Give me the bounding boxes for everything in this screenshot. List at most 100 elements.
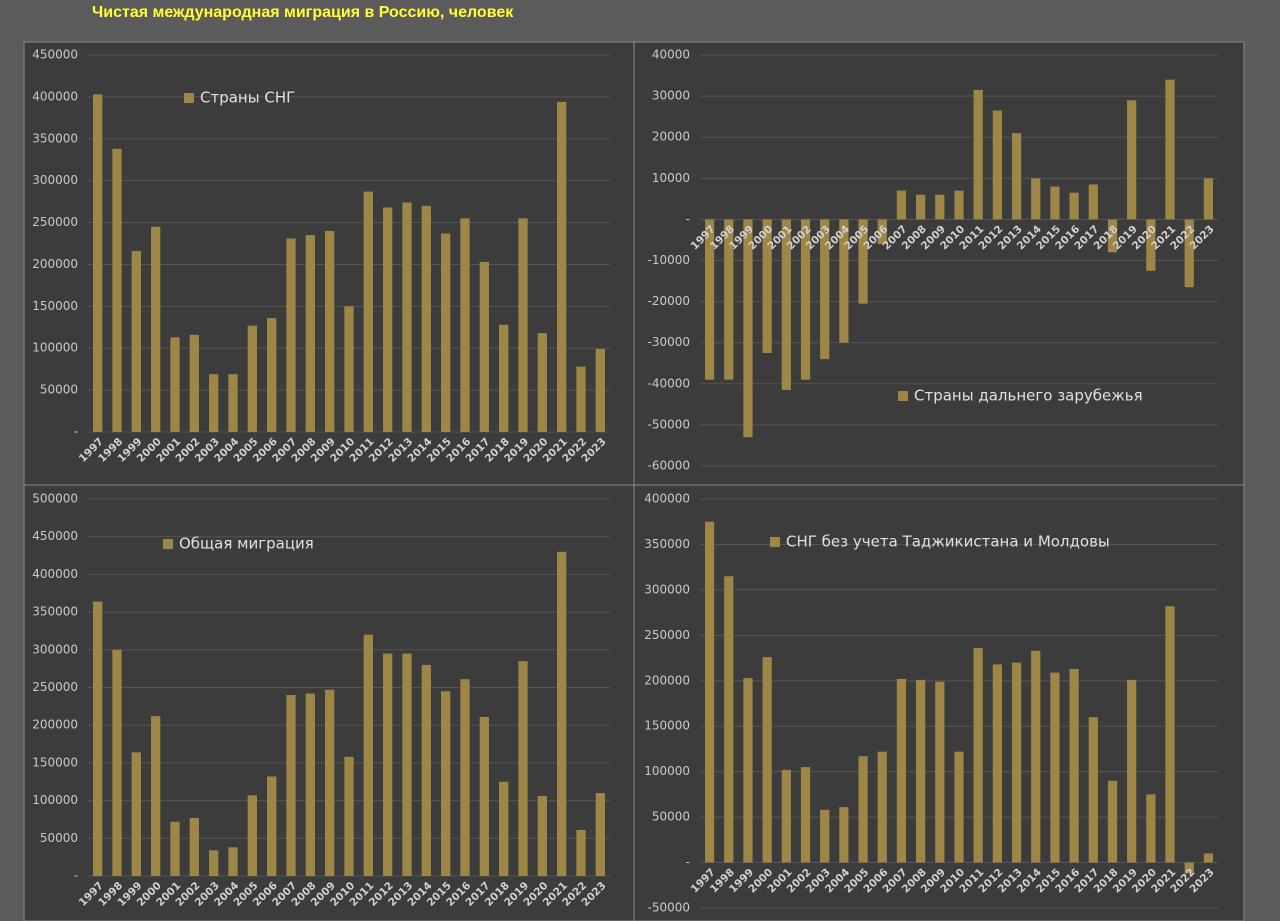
bar	[518, 661, 528, 876]
y-tick-label: 250000	[32, 680, 78, 694]
bar	[460, 218, 470, 432]
bar	[992, 664, 1002, 863]
bar	[1146, 794, 1156, 863]
bar	[247, 795, 257, 876]
y-tick-label: -60000	[647, 459, 690, 473]
bar	[1088, 717, 1098, 863]
bar	[820, 219, 830, 360]
bar	[839, 807, 849, 863]
bar	[800, 219, 811, 380]
y-tick-label: 30000	[652, 89, 690, 103]
bar	[916, 679, 926, 863]
y-tick-label: 250000	[32, 215, 78, 229]
legend-swatch	[770, 537, 780, 547]
bar	[992, 110, 1002, 220]
bar	[1127, 679, 1137, 863]
bar	[1050, 186, 1060, 220]
bar	[170, 337, 180, 432]
bar	[1203, 178, 1214, 220]
y-tick-label: 100000	[644, 764, 690, 778]
bar	[1127, 100, 1137, 220]
bar	[1107, 219, 1118, 253]
bar	[877, 751, 887, 863]
bar	[518, 218, 528, 432]
bar	[363, 634, 373, 876]
y-tick-label: 40000	[652, 48, 690, 62]
bar	[131, 752, 141, 876]
y-tick-label: 250000	[644, 628, 690, 642]
bar	[557, 551, 567, 876]
bar	[267, 776, 277, 876]
bar	[820, 809, 830, 863]
legend-swatch	[184, 93, 194, 103]
bar	[325, 689, 335, 876]
bar	[363, 191, 373, 432]
bar	[877, 219, 887, 245]
y-tick-label: -30000	[647, 335, 690, 349]
bar	[557, 101, 567, 432]
y-tick-label: 450000	[32, 529, 78, 543]
bar	[93, 601, 103, 876]
bar	[954, 751, 964, 863]
bar	[935, 194, 945, 220]
page-title: Чистая международная миграция в Россию, …	[92, 4, 514, 21]
y-tick-label: 150000	[32, 299, 78, 313]
y-tick-label: -	[74, 425, 78, 439]
bar	[402, 653, 412, 876]
bar	[973, 89, 983, 220]
bar	[537, 333, 547, 432]
y-tick-label: 50000	[40, 383, 78, 397]
bar	[305, 693, 315, 876]
bar	[151, 226, 161, 432]
y-tick-label: 400000	[32, 89, 78, 103]
bar	[704, 521, 715, 863]
bar	[325, 230, 335, 432]
y-tick-label: 100000	[32, 793, 78, 807]
bar	[724, 576, 734, 863]
bar	[781, 219, 791, 390]
bar	[344, 756, 354, 876]
y-tick-label: 200000	[644, 673, 690, 687]
y-tick-label: 200000	[32, 257, 78, 271]
bar	[1088, 184, 1098, 220]
bar	[499, 781, 509, 876]
y-tick-label: -	[686, 855, 690, 869]
y-tick-label: 100000	[32, 341, 78, 355]
bar	[916, 194, 926, 220]
y-tick-label: 50000	[40, 831, 78, 845]
bar	[1069, 192, 1079, 220]
legend-swatch	[898, 391, 908, 401]
y-tick-label: 50000	[652, 810, 690, 824]
bar	[151, 716, 161, 876]
legend-label: Страны дальнего зарубежья	[914, 387, 1143, 405]
bar	[421, 205, 431, 432]
bar	[305, 235, 315, 432]
legend-label: Общая миграция	[179, 535, 314, 553]
y-tick-label: 300000	[32, 642, 78, 656]
bar	[1107, 780, 1118, 863]
y-tick-label: 150000	[644, 719, 690, 733]
panel	[633, 41, 1245, 486]
bar	[896, 678, 907, 863]
bar	[383, 653, 393, 876]
bar	[421, 664, 431, 876]
bar	[954, 190, 964, 220]
bar	[112, 649, 122, 876]
bar	[93, 94, 103, 433]
y-tick-label: 350000	[32, 131, 78, 145]
y-tick-label: -20000	[647, 294, 690, 308]
bar	[576, 366, 586, 432]
bar	[1050, 672, 1060, 863]
bar	[858, 219, 868, 304]
bar	[762, 657, 772, 863]
y-tick-label: 150000	[32, 755, 78, 769]
bar	[228, 374, 238, 432]
bar	[724, 219, 734, 380]
y-tick-label: -	[686, 212, 690, 226]
bar	[743, 678, 753, 863]
bar	[189, 334, 199, 432]
bar	[1146, 219, 1156, 271]
bar	[595, 349, 605, 432]
y-tick-label: 450000	[32, 48, 78, 62]
